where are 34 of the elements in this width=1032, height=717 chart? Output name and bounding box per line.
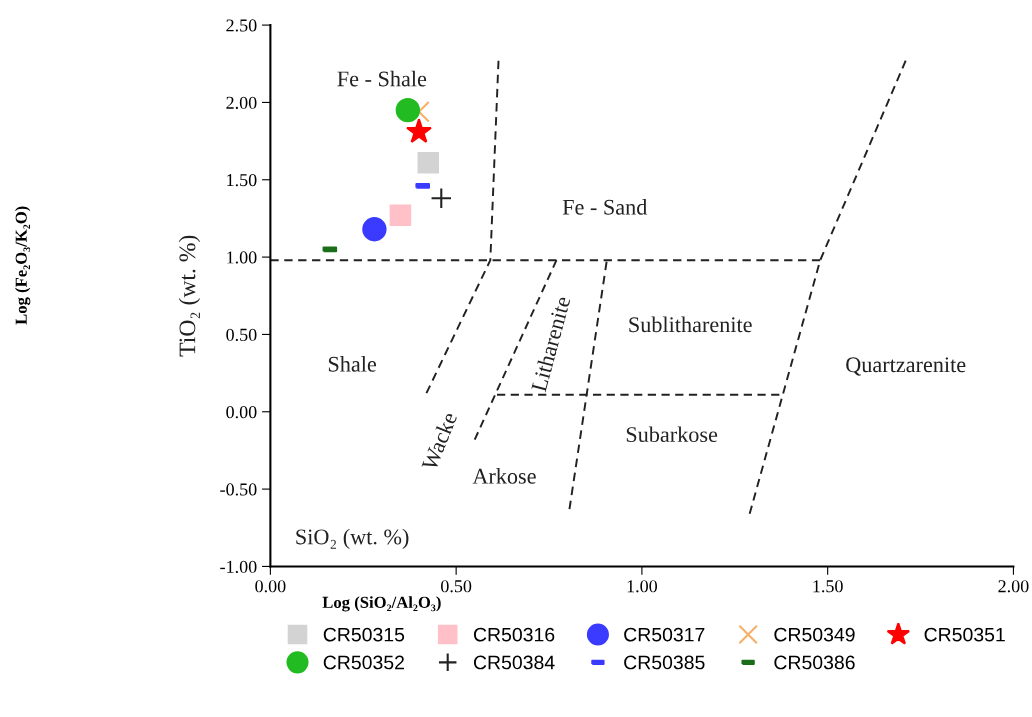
annotation: Wacke [420, 411, 458, 472]
x-tick-label: 0.50 [441, 580, 472, 593]
x-tick-label: 0.00 [255, 580, 286, 593]
annotation: Shale [328, 356, 377, 372]
x-axis-title: Log (SiO₂/Al₂O₃) [322, 596, 441, 612]
y-axis-title: TiO₂ (wt. %) [178, 235, 201, 357]
annotation: SiO₂ (wt. %) [296, 528, 409, 549]
annotation: Quartzarenite [846, 357, 966, 376]
y-tick-label: 1.50 [227, 174, 257, 187]
y-tick-label: -0.50 [220, 483, 257, 496]
legend-label: CR50352 [323, 655, 404, 670]
x-tick-label: 1.50 [813, 580, 843, 593]
legend-label: CR50316 [473, 627, 555, 642]
annotation: Fe - Shale [337, 70, 427, 87]
legend-label: CR50317 [624, 627, 705, 642]
annotation: Sublitharenite [629, 316, 752, 333]
legend-label: CR50351 [924, 627, 1005, 642]
y-tick-label: 1.00 [227, 251, 257, 264]
annotation: Arkose [472, 468, 536, 484]
legend-label: CR50384 [473, 655, 555, 670]
legend-label: CR50349 [774, 627, 855, 642]
y-tick-label: 0.50 [226, 328, 257, 341]
legend-label: CR50386 [774, 655, 855, 670]
x-tick-label: 2.00 [998, 580, 1029, 593]
annotation: Fe - Sand [562, 199, 648, 215]
y-tick-label: -1.00 [220, 560, 257, 573]
y-tick-label: 0.00 [226, 406, 257, 419]
x-tick-label: 1.00 [627, 580, 658, 593]
legend-label: CR50385 [624, 655, 705, 670]
annotation: Subarkose [626, 426, 718, 443]
text: Log (Fe₂O₃/K₂O) [15, 206, 31, 325]
legend-label: CR50315 [323, 627, 405, 642]
y-tick-label: 2.00 [226, 96, 257, 109]
y-tick-label: 2.50 [226, 19, 257, 32]
